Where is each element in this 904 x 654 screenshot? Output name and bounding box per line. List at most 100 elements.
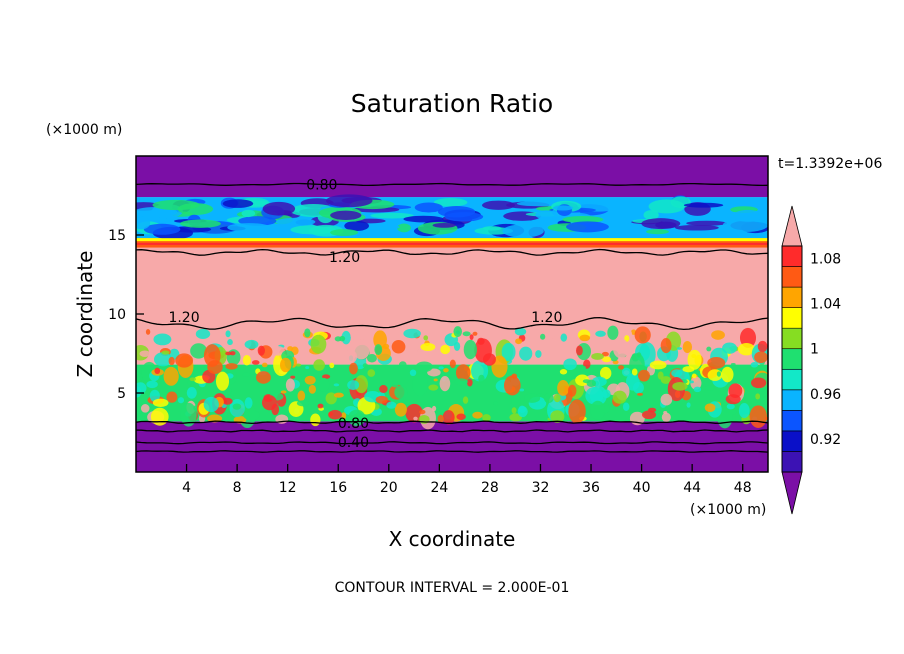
texture-blob bbox=[660, 376, 671, 384]
texture-blob bbox=[190, 343, 208, 359]
texture-blob bbox=[373, 330, 387, 350]
texture-blob bbox=[438, 366, 444, 370]
texture-blob bbox=[186, 386, 197, 399]
texture-blob bbox=[152, 199, 200, 211]
texture-blob bbox=[163, 366, 179, 386]
contour-line bbox=[136, 316, 768, 331]
band-region bbox=[136, 421, 768, 472]
texture-blob bbox=[415, 361, 433, 373]
texture-blob bbox=[187, 380, 192, 386]
texture-blob bbox=[304, 375, 316, 385]
texture-blob bbox=[322, 374, 331, 379]
texture-blob bbox=[502, 224, 544, 238]
texture-blob bbox=[591, 353, 604, 360]
texture-blob bbox=[511, 407, 517, 414]
y-tick-label: 10 bbox=[108, 307, 126, 323]
texture-blob bbox=[722, 218, 768, 233]
texture-blob bbox=[660, 338, 672, 354]
texture-blob bbox=[153, 333, 172, 346]
texture-blob bbox=[590, 400, 606, 420]
texture-blob bbox=[601, 351, 609, 357]
texture-blob bbox=[333, 383, 340, 387]
texture-blob bbox=[632, 381, 644, 394]
texture-blob bbox=[439, 375, 451, 392]
texture-blob bbox=[550, 410, 565, 423]
texture-blob bbox=[612, 390, 627, 404]
texture-blob bbox=[275, 217, 316, 227]
texture-blob bbox=[641, 218, 681, 230]
texture-blob bbox=[463, 339, 477, 360]
texture-blob bbox=[382, 225, 400, 230]
x-axis-label: X coordinate bbox=[389, 527, 516, 551]
texture-blob bbox=[454, 378, 468, 386]
texture-blob bbox=[375, 395, 388, 404]
texture-blob bbox=[575, 345, 583, 356]
texture-blob bbox=[305, 366, 310, 370]
texture-blob bbox=[207, 360, 223, 374]
x-tick-label: 36 bbox=[582, 480, 600, 496]
texture-blob bbox=[732, 209, 763, 222]
texture-blob bbox=[481, 200, 515, 210]
texture-blob bbox=[562, 216, 604, 224]
texture-blob bbox=[330, 210, 362, 220]
texture-blob bbox=[621, 367, 631, 377]
texture-blob bbox=[514, 327, 527, 336]
texture-blob bbox=[472, 331, 478, 336]
x-tick-label: 4 bbox=[182, 480, 191, 496]
colorbar-swatch bbox=[781, 430, 803, 452]
texture-blob bbox=[304, 328, 311, 338]
contour-interval-note: CONTOUR INTERVAL = 2.000E-01 bbox=[335, 580, 570, 596]
texture-blob bbox=[516, 359, 522, 364]
texture-blob bbox=[442, 410, 455, 425]
colorbar-tick-label: 1 bbox=[810, 342, 819, 358]
texture-blob bbox=[672, 382, 688, 391]
texture-blob bbox=[341, 412, 347, 420]
texture-blob bbox=[419, 409, 426, 415]
texture-blob bbox=[568, 399, 586, 424]
texture-blob bbox=[641, 410, 657, 420]
texture-blob bbox=[296, 400, 310, 407]
colorbar-extend-top bbox=[781, 205, 803, 247]
texture-blob bbox=[682, 340, 693, 354]
texture-blob bbox=[140, 404, 150, 413]
texture-blob bbox=[262, 201, 296, 216]
texture-stripe bbox=[136, 242, 768, 245]
texture-blob bbox=[152, 398, 169, 408]
texture-blob bbox=[511, 395, 521, 407]
x-tick-label: 44 bbox=[683, 480, 701, 496]
texture-blob bbox=[243, 410, 260, 421]
texture-blob bbox=[579, 334, 591, 342]
contour-line bbox=[136, 429, 768, 433]
texture-blob bbox=[168, 356, 175, 366]
texture-blob bbox=[215, 371, 230, 391]
texture-blob bbox=[423, 335, 429, 341]
texture-blob bbox=[622, 402, 630, 411]
texture-blob bbox=[344, 349, 358, 364]
texture-blob bbox=[428, 384, 439, 391]
texture-blob bbox=[674, 224, 719, 231]
colorbar-swatch bbox=[781, 348, 803, 370]
texture-blob bbox=[472, 411, 483, 419]
texture-blob bbox=[394, 385, 408, 399]
texture-blob bbox=[661, 412, 671, 422]
texture-blob bbox=[403, 328, 421, 339]
texture-blob bbox=[287, 346, 294, 352]
texture-blob bbox=[432, 222, 456, 228]
texture-blob bbox=[280, 357, 292, 373]
texture-blob bbox=[649, 360, 667, 370]
contour-label: 0.80 bbox=[306, 177, 337, 193]
plot-area bbox=[136, 156, 768, 472]
texture-blob bbox=[232, 403, 242, 410]
texture-blob bbox=[175, 353, 194, 368]
texture-blob bbox=[432, 405, 437, 412]
texture-blob bbox=[599, 366, 612, 380]
texture-blob bbox=[433, 378, 438, 382]
texture-blob bbox=[153, 352, 172, 367]
colorbar-tick-label: 0.92 bbox=[810, 432, 841, 448]
texture-blob bbox=[509, 413, 522, 422]
texture-blob bbox=[624, 335, 630, 342]
texture-blob bbox=[440, 344, 451, 355]
texture-blob bbox=[676, 347, 682, 350]
texture-blob bbox=[227, 339, 233, 346]
